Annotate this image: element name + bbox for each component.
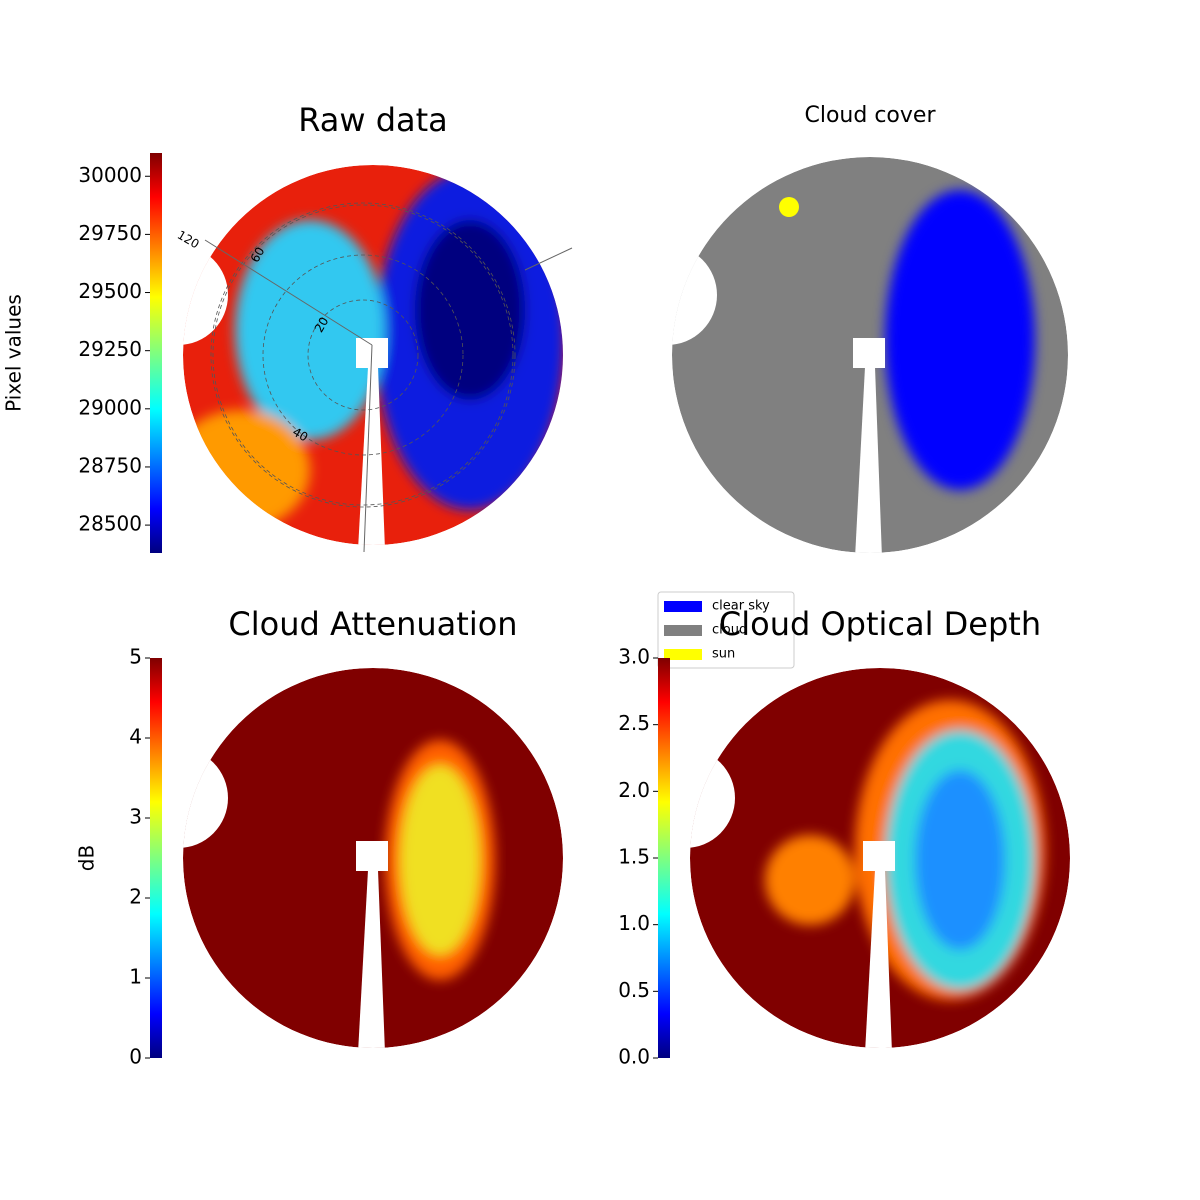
- colorbar-tick-label: 0: [129, 1045, 142, 1069]
- colorbar-tick-label: 28750: [78, 453, 142, 477]
- sun: [779, 197, 799, 217]
- colorbar-tick-label: 0.0: [618, 1045, 650, 1069]
- azimuth-line: [363, 344, 373, 553]
- pole-head: [853, 338, 885, 368]
- colorbar-tick-label: 30000: [78, 163, 142, 187]
- colorbar: [150, 153, 162, 553]
- polar-ring: [210, 202, 516, 508]
- sky-region: [235, 220, 385, 440]
- pole-head: [356, 841, 388, 871]
- polar-label: 120: [175, 228, 202, 252]
- colorbar-tick-label: 29500: [78, 279, 142, 303]
- sky-image: [183, 668, 563, 1048]
- azimuth-line: [204, 239, 373, 346]
- colorbar-tick-label: 3.0: [618, 645, 650, 669]
- colorbar-tick-label: 29000: [78, 395, 142, 419]
- colorbar-tick-label: 5: [129, 645, 142, 669]
- sky-region: [915, 770, 1005, 950]
- polar-ring: [307, 299, 419, 411]
- colorbar: [150, 658, 162, 1058]
- sky-features: [183, 170, 563, 530]
- legend-label: sun: [712, 647, 735, 662]
- sky-region: [765, 835, 855, 925]
- colorbar-tick-label: 28500: [78, 512, 142, 536]
- sky-region: [415, 220, 525, 400]
- colorbar-tick-label: 2.0: [618, 778, 650, 802]
- legend-swatch: [664, 649, 702, 660]
- pole: [865, 870, 892, 1048]
- panel-title: Cloud Attenuation: [228, 605, 517, 643]
- obstruction: [672, 245, 717, 345]
- colorbar-label: Pixel values: [2, 294, 26, 412]
- sky-features: [885, 190, 1035, 490]
- azimuth-line: [524, 247, 573, 271]
- legend-label: clear sky: [712, 599, 770, 614]
- obstruction: [690, 748, 735, 848]
- sky-image: [672, 157, 1068, 553]
- colorbar-tick-label: 2: [129, 885, 142, 909]
- sky-features: [385, 740, 495, 980]
- polar-label: 40: [290, 425, 310, 445]
- polar-ring: [212, 204, 514, 506]
- pole-head: [863, 841, 895, 871]
- panel-title: Raw data: [298, 101, 448, 139]
- sky-region: [183, 410, 310, 530]
- legend-label: cloud: [712, 623, 747, 638]
- polar-ring: [262, 254, 464, 456]
- colorbar-tick-label: 29250: [78, 337, 142, 361]
- panel-title: Cloud Optical Depth: [719, 605, 1041, 643]
- colorbar-tick-label: 1.5: [618, 845, 650, 869]
- obstruction: [183, 245, 228, 345]
- colorbar-tick-label: 29750: [78, 221, 142, 245]
- pole: [855, 367, 882, 553]
- colorbar: [658, 658, 670, 1058]
- colorbar-tick-label: 2.5: [618, 711, 650, 735]
- polar-label: 20: [312, 315, 332, 335]
- colorbar-tick-label: 0.5: [618, 978, 650, 1002]
- legend-swatch: [664, 601, 702, 612]
- sky-image: [690, 668, 1070, 1048]
- colorbar-tick-label: 4: [129, 725, 142, 749]
- polar-label: 60: [248, 245, 268, 265]
- pole: [358, 870, 385, 1048]
- colorbar-label: dB: [75, 845, 99, 871]
- sky-region: [885, 190, 1035, 490]
- colorbar-tick-label: 1.0: [618, 911, 650, 935]
- colorbar-tick-label: 1: [129, 965, 142, 989]
- sky-region: [400, 765, 480, 955]
- panel-title: Cloud cover: [805, 103, 937, 128]
- sky-features: [765, 700, 1045, 1000]
- legend-swatch: [664, 625, 702, 636]
- sky-image: [183, 165, 563, 545]
- colorbar-tick-label: 3: [129, 805, 142, 829]
- obstruction: [183, 748, 228, 848]
